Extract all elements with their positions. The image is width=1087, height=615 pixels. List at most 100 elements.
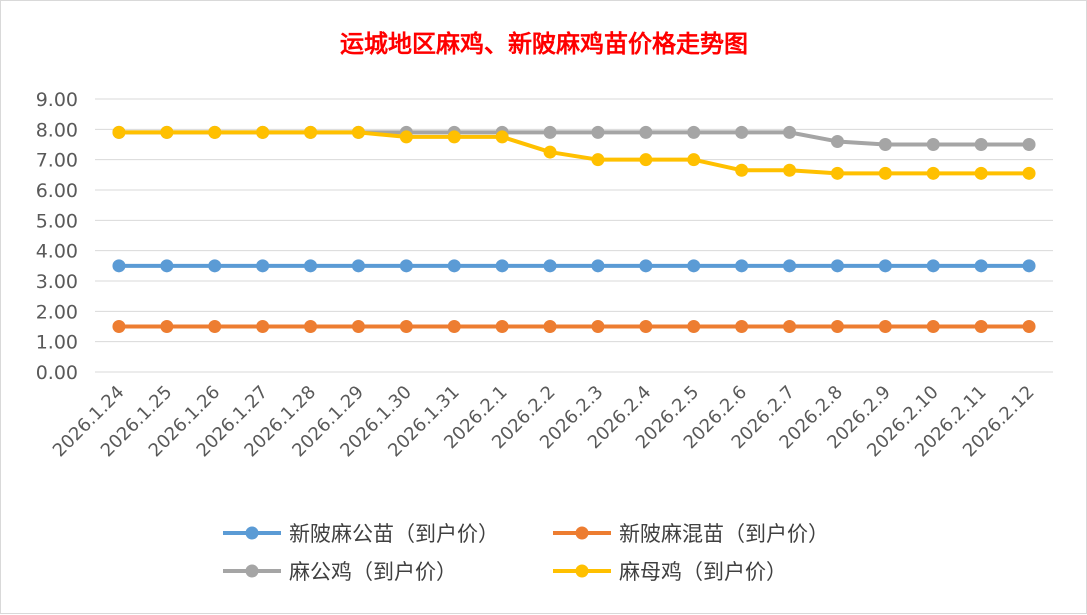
data-point bbox=[351, 320, 365, 333]
legend-swatch-marker bbox=[245, 526, 259, 540]
y-tick-label: 9.00 bbox=[36, 89, 78, 111]
data-point bbox=[639, 125, 653, 139]
data-point bbox=[351, 125, 365, 139]
data-point bbox=[974, 138, 988, 151]
data-point bbox=[591, 320, 605, 333]
data-point bbox=[639, 259, 653, 273]
data-point bbox=[591, 153, 605, 167]
data-point bbox=[447, 130, 461, 144]
x-axis-ticks: 2026.1.242026.1.252026.1.262026.1.272026… bbox=[49, 382, 1039, 462]
legend-swatch-marker bbox=[575, 564, 589, 578]
data-point bbox=[687, 259, 701, 273]
data-point bbox=[830, 259, 844, 273]
legend-entry: 新陂麻混苗（到户价） bbox=[553, 522, 829, 546]
data-point bbox=[926, 166, 940, 180]
data-point bbox=[399, 130, 413, 144]
data-point bbox=[735, 320, 749, 333]
data-point bbox=[591, 125, 605, 139]
series-1 bbox=[112, 320, 1036, 333]
legend: 新陂麻公苗（到户价） 新陂麻混苗（到户价） 麻公鸡（到户价） 麻母鸡（到户价） bbox=[223, 522, 829, 584]
legend-entry: 新陂麻公苗（到户价） bbox=[223, 522, 499, 546]
data-point bbox=[495, 259, 509, 273]
data-point bbox=[639, 153, 653, 167]
data-point bbox=[783, 125, 797, 139]
data-point bbox=[447, 320, 461, 333]
legend-label: 新陂麻混苗（到户价） bbox=[619, 522, 829, 546]
data-point bbox=[974, 320, 988, 333]
legend-label: 麻母鸡（到户价） bbox=[619, 560, 787, 584]
data-point bbox=[160, 125, 174, 139]
data-point bbox=[1022, 320, 1036, 333]
y-axis-ticks: 0.00 1.00 2.00 3.00 4.00 5.00 6.00 7.00 8.00 9.00 bbox=[36, 89, 78, 384]
y-tick-label: 6.00 bbox=[36, 180, 78, 202]
data-point bbox=[878, 138, 892, 151]
data-point bbox=[783, 259, 797, 273]
data-point bbox=[687, 125, 701, 139]
data-point bbox=[878, 259, 892, 273]
data-point bbox=[112, 320, 126, 333]
y-tick-label: 7.00 bbox=[36, 150, 78, 172]
data-point bbox=[304, 125, 318, 139]
data-point bbox=[1022, 166, 1036, 180]
data-point bbox=[351, 259, 365, 273]
series-lines bbox=[112, 125, 1036, 333]
data-point bbox=[974, 259, 988, 273]
y-tick-label: 0.00 bbox=[36, 362, 78, 384]
data-point bbox=[830, 134, 844, 148]
chart-title: 运城地区麻鸡、新陂麻鸡苗价格走势图 bbox=[340, 30, 748, 58]
data-point bbox=[783, 163, 797, 177]
data-point bbox=[399, 259, 413, 273]
data-point bbox=[543, 125, 557, 139]
data-point bbox=[256, 259, 270, 273]
data-point bbox=[256, 320, 270, 333]
y-tick-label: 1.00 bbox=[36, 332, 78, 354]
y-tick-label: 2.00 bbox=[36, 301, 78, 323]
series-0 bbox=[112, 259, 1036, 273]
series-line bbox=[118, 130, 1030, 176]
data-point bbox=[926, 320, 940, 333]
data-point bbox=[735, 125, 749, 139]
gridlines bbox=[95, 98, 1053, 373]
legend-swatch-marker bbox=[245, 564, 259, 578]
y-tick-label: 3.00 bbox=[36, 271, 78, 293]
data-point bbox=[112, 125, 126, 139]
data-point bbox=[208, 125, 222, 139]
y-tick-label: 8.00 bbox=[36, 119, 78, 141]
data-point bbox=[591, 259, 605, 273]
legend-label: 麻公鸡（到户价） bbox=[289, 560, 457, 584]
data-point bbox=[974, 166, 988, 180]
data-point bbox=[112, 259, 126, 273]
data-point bbox=[495, 320, 509, 333]
data-point bbox=[208, 259, 222, 273]
data-point bbox=[447, 259, 461, 273]
data-point bbox=[399, 320, 413, 333]
data-point bbox=[735, 259, 749, 273]
data-point bbox=[1022, 259, 1036, 273]
y-tick-label: 5.00 bbox=[36, 210, 78, 232]
data-point bbox=[687, 153, 701, 167]
data-point bbox=[208, 320, 222, 333]
data-point bbox=[878, 166, 892, 180]
data-point bbox=[735, 163, 749, 177]
data-point bbox=[1022, 138, 1036, 151]
data-point bbox=[926, 138, 940, 151]
data-point bbox=[543, 259, 557, 273]
legend-entry: 麻公鸡（到户价） bbox=[223, 560, 457, 584]
data-point bbox=[926, 259, 940, 273]
data-point bbox=[639, 320, 653, 333]
data-point bbox=[543, 320, 557, 333]
data-point bbox=[687, 320, 701, 333]
data-point bbox=[256, 125, 270, 139]
data-point bbox=[495, 130, 509, 144]
data-point bbox=[304, 320, 318, 333]
legend-label: 新陂麻公苗（到户价） bbox=[289, 522, 499, 546]
legend-swatch-marker bbox=[575, 526, 589, 540]
series-3 bbox=[112, 125, 1036, 180]
data-point bbox=[304, 259, 318, 273]
y-tick-label: 4.00 bbox=[36, 241, 78, 263]
data-point bbox=[878, 320, 892, 333]
data-point bbox=[830, 320, 844, 333]
legend-entry: 麻母鸡（到户价） bbox=[553, 560, 787, 584]
data-point bbox=[160, 259, 174, 273]
